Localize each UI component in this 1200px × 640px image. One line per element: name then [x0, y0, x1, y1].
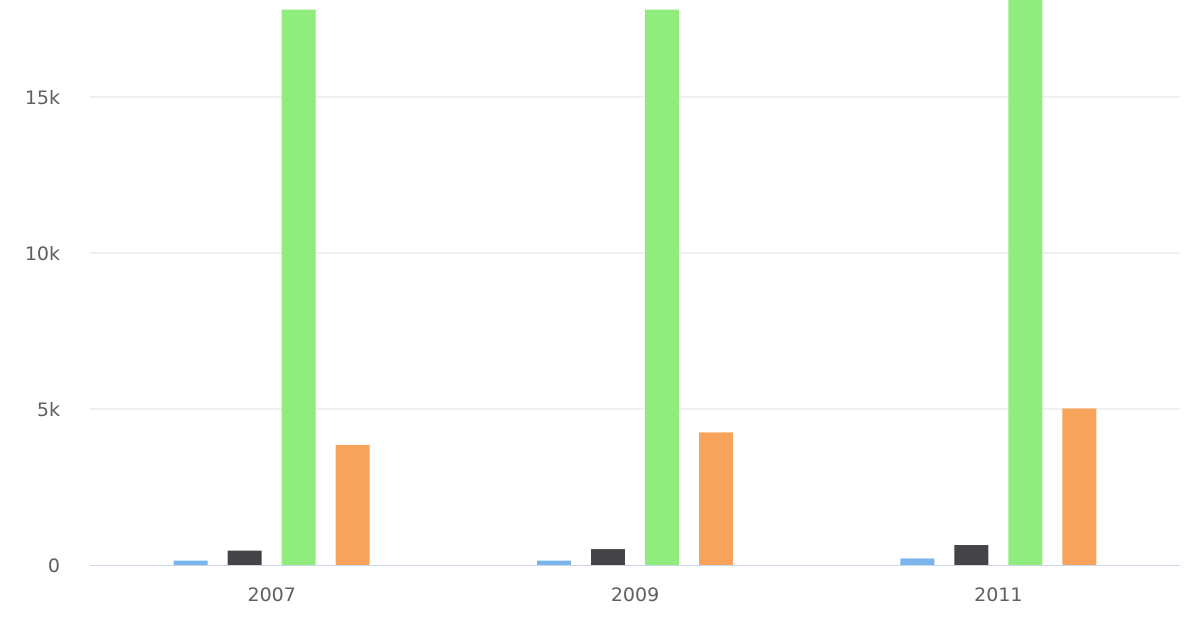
y-tick-label: 10k — [25, 243, 60, 265]
x-axis-tick-labels: 2007 2009 2011 — [247, 584, 1022, 606]
x-tick-label: 2007 — [247, 584, 295, 606]
bar-2009-series-2[interactable] — [591, 549, 625, 565]
y-tick-label: 0 — [48, 555, 60, 577]
y-axis-tick-labels: 0 5k 10k 15k — [25, 87, 60, 577]
bar-2009-series-1[interactable] — [537, 560, 571, 565]
bar-2007-series-2[interactable] — [227, 550, 262, 565]
y-tick-label: 5k — [37, 399, 60, 421]
bar-2009-series-4[interactable] — [699, 432, 733, 565]
x-tick-label: 2011 — [974, 584, 1022, 606]
bar-2011-series-1[interactable] — [900, 558, 935, 565]
grid-lines — [90, 96, 1180, 410]
bar-2009-series-3[interactable] — [645, 9, 679, 565]
bar-2011-series-3[interactable] — [1008, 0, 1043, 565]
bar-2007-series-1[interactable] — [173, 560, 208, 565]
bar-2011-series-4[interactable] — [1062, 408, 1097, 565]
bar-2011-series-2[interactable] — [954, 545, 989, 565]
bars — [173, 0, 1097, 565]
x-tick-label: 2009 — [611, 584, 659, 606]
y-tick-label: 15k — [25, 87, 60, 109]
bar-2007-series-4[interactable] — [335, 444, 370, 565]
bar-2007-series-3[interactable] — [281, 9, 316, 565]
